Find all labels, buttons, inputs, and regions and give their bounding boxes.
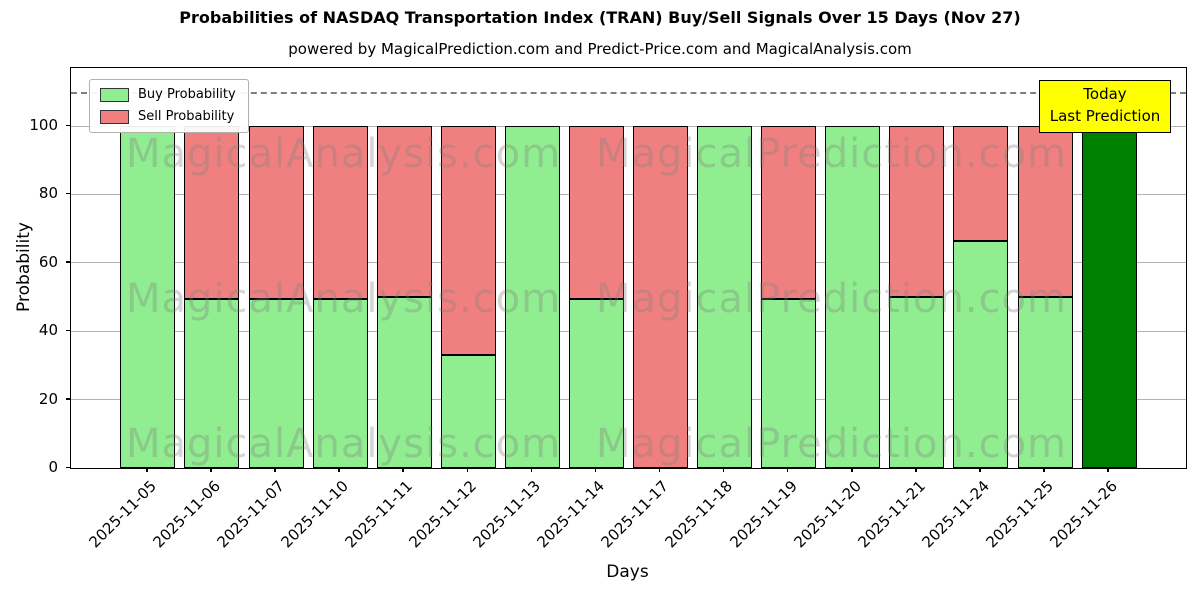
x-tick-label-text: 2025-11-21 <box>854 477 929 552</box>
x-tick-label-text: 2025-11-05 <box>85 477 160 552</box>
buy-bar-segment <box>376 297 432 468</box>
buy-bar-segment <box>248 298 304 468</box>
legend-item-sell: Sell Probability <box>100 109 236 124</box>
gridline <box>71 193 1186 195</box>
y-tick-label: 80 <box>38 184 58 203</box>
legend-item-buy: Buy Probability <box>100 87 236 102</box>
x-tick-label-text: 2025-11-10 <box>277 477 352 552</box>
legend: Buy Probability Sell Probability <box>89 79 249 133</box>
x-tick-mark <box>722 468 725 472</box>
gridline <box>71 399 1186 401</box>
x-tick-mark <box>915 468 917 472</box>
sell-bar-segment <box>440 126 496 356</box>
x-tick-label-text: 2025-11-14 <box>533 477 609 552</box>
x-tick-label-text: 2025-11-25 <box>982 477 1057 552</box>
x-tick-mark <box>210 468 212 472</box>
x-axis-label: Days <box>606 562 649 582</box>
buy-bar-segment <box>1017 297 1073 468</box>
x-tick-mark <box>594 468 597 472</box>
watermark-text: MagicalAnalysis.com <box>126 421 562 467</box>
buy-bar-segment <box>1081 126 1137 468</box>
x-tick-label-text: 2025-11-12 <box>405 477 481 552</box>
today-annotation-line2: Last Prediction <box>1049 106 1161 125</box>
buy-probability-swatch <box>100 87 129 102</box>
watermark-text: MagicalAnalysis.com <box>126 131 562 177</box>
x-tick-label-text: 2025-11-20 <box>790 477 865 552</box>
x-tick-mark <box>274 468 276 472</box>
x-tick-mark <box>658 468 661 472</box>
x-tick-label-text: 2025-11-24 <box>918 477 993 552</box>
gridline <box>71 262 1186 264</box>
watermark-text: MagicalPrediction.com <box>596 131 1067 177</box>
x-tick-label-text: 2025-11-17 <box>597 477 673 552</box>
today-annotation-box: Today Last Prediction <box>1039 80 1171 133</box>
x-tick-mark <box>1107 468 1109 472</box>
x-tick-mark <box>786 468 789 472</box>
y-axis-ticks: 0 20 40 60 80 100 <box>0 0 70 600</box>
buy-bar-segment <box>825 126 881 468</box>
x-tick-label-text: 2025-11-13 <box>469 477 545 552</box>
y-tick-label: 20 <box>38 389 58 408</box>
sell-bar-segment <box>248 126 304 299</box>
plot-area: Buy Probability Sell Probability Today L… <box>70 67 1187 469</box>
chart-subtitle: powered by MagicalPrediction.com and Pre… <box>288 40 912 58</box>
x-tick-mark <box>338 468 340 472</box>
chart-title: Probabilities of NASDAQ Transportation I… <box>179 8 1021 27</box>
buy-bar-segment <box>568 298 624 468</box>
today-annotation-line1: Today <box>1083 85 1127 103</box>
gridline <box>71 125 1186 127</box>
buy-bar-segment <box>504 126 560 468</box>
dashed-threshold-line <box>71 91 1186 94</box>
watermark-text: MagicalAnalysis.com <box>126 276 562 322</box>
y-tick-mark <box>66 398 70 400</box>
x-axis-ticks: 2025-11-05 2025-11-06 2025-11-07 2025-11-10… <box>70 468 1200 588</box>
y-tick-label: 0 <box>48 458 58 476</box>
sell-probability-swatch <box>100 109 129 124</box>
gridline <box>71 330 1186 332</box>
x-tick-mark <box>402 468 404 472</box>
x-tick-label-text: 2025-11-06 <box>149 477 224 552</box>
x-tick-mark <box>530 468 533 472</box>
buy-bar-segment <box>697 126 753 468</box>
y-tick-mark <box>66 192 70 195</box>
sell-bar-segment <box>312 126 368 299</box>
buy-bar-segment <box>889 297 945 468</box>
watermark-text: MagicalPrediction.com <box>596 276 1067 322</box>
buy-bar-segment <box>312 298 368 468</box>
x-tick-label-text: 2025-11-07 <box>213 477 288 552</box>
buy-bar-segment <box>184 298 240 468</box>
buy-bar-segment <box>953 240 1009 468</box>
watermark-text: MagicalPrediction.com <box>596 421 1067 467</box>
x-tick-label-text: 2025-11-26 <box>1046 477 1121 552</box>
sell-bar-segment <box>953 126 1009 241</box>
y-tick-mark <box>66 466 70 468</box>
sell-bar-segment <box>889 126 945 298</box>
y-tick-mark <box>66 261 70 263</box>
x-tick-mark <box>979 468 981 472</box>
sell-bar-segment <box>376 126 432 298</box>
y-tick-label: 60 <box>38 252 58 271</box>
y-tick-label: 100 <box>29 116 58 135</box>
legend-label-buy: Buy Probability <box>138 87 236 102</box>
legend-label-sell: Sell Probability <box>138 109 235 124</box>
sell-bar-segment <box>568 126 624 299</box>
buy-bar-segment <box>440 355 496 468</box>
y-tick-mark <box>66 124 70 127</box>
sell-bar-segment <box>1017 126 1073 298</box>
x-tick-mark <box>1043 468 1045 472</box>
y-tick-mark <box>66 329 70 332</box>
y-tick-label: 40 <box>38 321 58 340</box>
x-tick-mark <box>851 468 853 472</box>
x-tick-label-text: 2025-11-19 <box>726 477 801 552</box>
x-tick-mark <box>466 468 469 472</box>
x-tick-mark <box>146 468 148 472</box>
sell-bar-segment <box>761 126 817 299</box>
sell-bar-segment <box>633 126 689 468</box>
x-tick-label-text: 2025-11-18 <box>661 477 737 552</box>
buy-bar-segment <box>761 298 817 468</box>
x-tick-label-text: 2025-11-11 <box>341 477 416 552</box>
